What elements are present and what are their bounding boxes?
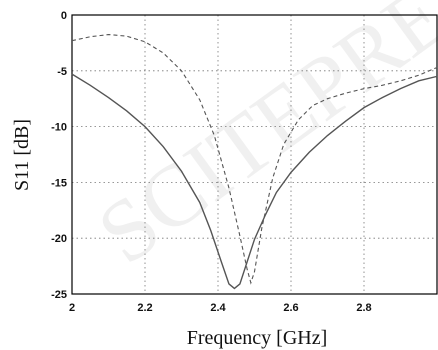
x-axis-label: Frequency [GHz] [187, 327, 328, 349]
x-tick-label: 2.6 [283, 302, 298, 314]
x-tick-label: 2.4 [210, 302, 226, 314]
y-tick-label: 0 [61, 10, 67, 22]
dashed-series-line [71, 33, 438, 285]
y-tick-label: -15 [51, 177, 67, 189]
plot-frame [71, 14, 438, 295]
tick-label-layer: 0 -5 -10 -15 -20 -252 2.2 2.4 2.6 2.8 [51, 10, 372, 314]
y-tick-label: -25 [51, 289, 67, 301]
x-tick-label: 2 [69, 302, 75, 314]
y-axis-label: S11 [dB] [11, 119, 33, 191]
y-tick-label: -20 [51, 233, 67, 245]
chart-grid [72, 15, 437, 294]
y-tick-label: -10 [51, 122, 67, 134]
solid-series-line [71, 73, 438, 290]
watermark: SCITEPRESS Science and Technology Public… [81, 0, 438, 283]
x-tick-label: 2.8 [356, 302, 371, 314]
series-layer [71, 33, 438, 290]
x-tick-label: 2.2 [137, 302, 152, 314]
watermark-text: SCITEPRESS Science and Technology Public… [81, 0, 438, 283]
y-tick-label: -5 [57, 66, 67, 78]
